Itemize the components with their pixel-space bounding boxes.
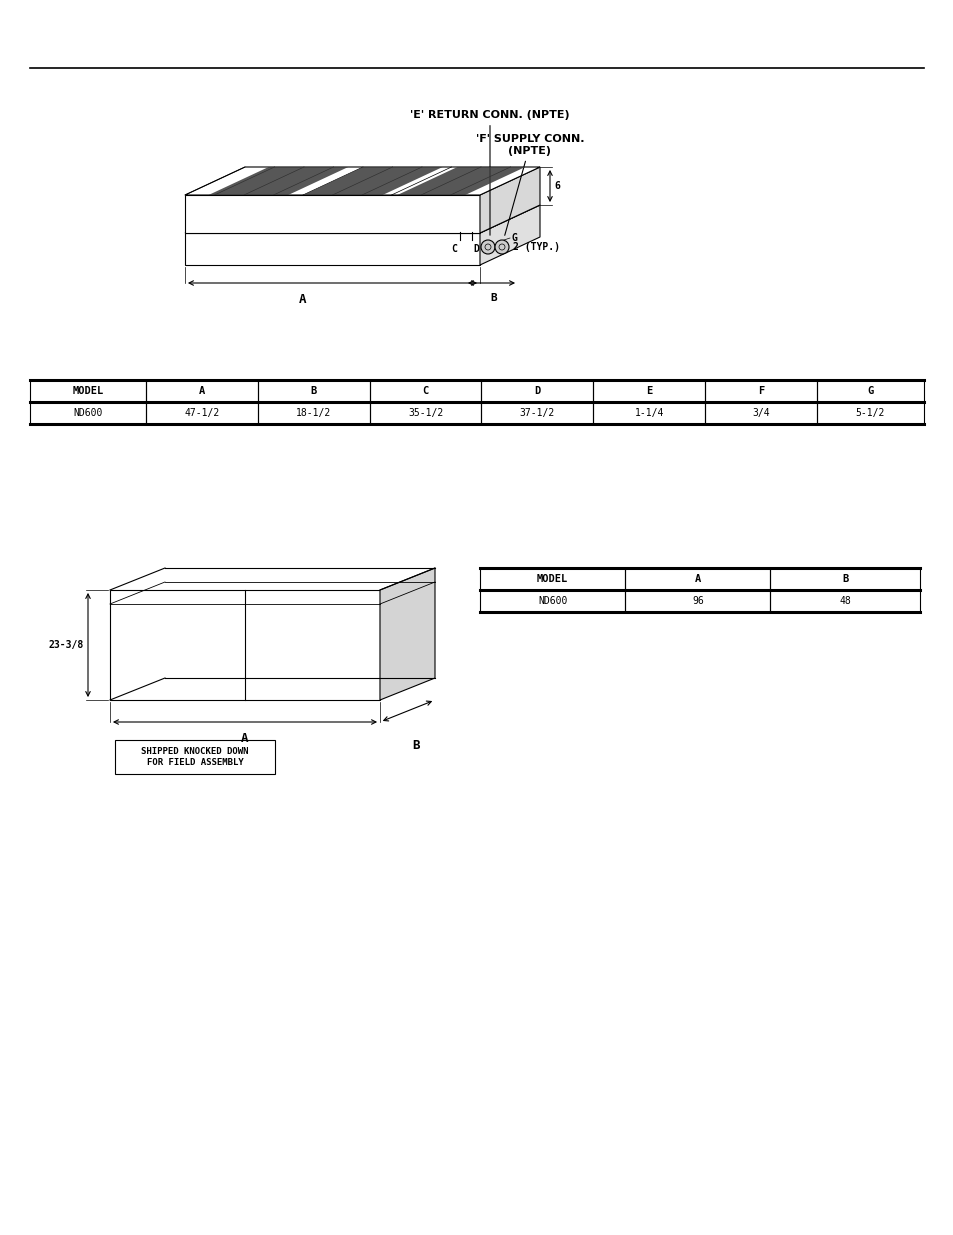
Text: G: G — [866, 387, 873, 396]
Text: A: A — [298, 293, 306, 306]
Bar — [770, 568, 919, 590]
Bar — [146, 403, 257, 424]
Text: 96: 96 — [691, 597, 703, 606]
Bar — [624, 568, 770, 590]
Polygon shape — [185, 233, 479, 266]
Text: A: A — [241, 732, 249, 745]
Text: 2 (TYP.): 2 (TYP.) — [513, 242, 559, 252]
Text: MODEL: MODEL — [72, 387, 104, 396]
Bar — [624, 590, 770, 613]
Bar — [816, 380, 923, 403]
Bar — [481, 380, 593, 403]
Bar — [257, 380, 370, 403]
Bar — [704, 380, 816, 403]
Bar — [479, 590, 624, 613]
Bar — [257, 403, 370, 424]
Bar — [146, 380, 257, 403]
Circle shape — [480, 240, 495, 254]
Text: D: D — [473, 245, 478, 254]
Bar — [30, 380, 146, 403]
Text: 'F' SUPPLY CONN.
(NPTE): 'F' SUPPLY CONN. (NPTE) — [476, 135, 583, 236]
Polygon shape — [185, 195, 479, 233]
Polygon shape — [397, 167, 525, 195]
Text: 18-1/2: 18-1/2 — [296, 408, 331, 417]
Bar — [816, 403, 923, 424]
Text: 3/4: 3/4 — [751, 408, 769, 417]
Text: F: F — [757, 387, 763, 396]
Text: 23-3/8: 23-3/8 — [49, 640, 84, 650]
Polygon shape — [379, 568, 435, 700]
Text: MODEL: MODEL — [537, 574, 568, 584]
Text: A: A — [199, 387, 205, 396]
Bar — [370, 403, 481, 424]
Bar — [481, 403, 593, 424]
Text: 5-1/2: 5-1/2 — [855, 408, 884, 417]
Polygon shape — [209, 167, 348, 195]
Text: D: D — [534, 387, 540, 396]
Text: B: B — [311, 387, 316, 396]
Polygon shape — [185, 205, 539, 233]
Bar — [593, 403, 704, 424]
Text: ND600: ND600 — [73, 408, 103, 417]
Bar — [30, 403, 146, 424]
Polygon shape — [479, 205, 539, 266]
Bar — [593, 380, 704, 403]
Text: 37-1/2: 37-1/2 — [519, 408, 555, 417]
Text: ND600: ND600 — [537, 597, 567, 606]
Bar — [115, 740, 274, 774]
Text: G: G — [512, 233, 517, 243]
Text: B: B — [412, 739, 419, 752]
Text: B: B — [841, 574, 847, 584]
Bar — [704, 403, 816, 424]
Text: 6: 6 — [554, 182, 559, 191]
Polygon shape — [303, 167, 442, 195]
Polygon shape — [185, 167, 539, 195]
Bar — [770, 590, 919, 613]
Text: A: A — [694, 574, 700, 584]
Polygon shape — [479, 167, 539, 233]
Bar — [370, 380, 481, 403]
Text: 47-1/2: 47-1/2 — [184, 408, 219, 417]
Text: 48: 48 — [839, 597, 850, 606]
Text: C: C — [451, 245, 456, 254]
Bar — [479, 568, 624, 590]
Circle shape — [495, 240, 509, 254]
Text: C: C — [422, 387, 428, 396]
Text: SHIPPED KNOCKED DOWN
FOR FIELD ASSEMBLY: SHIPPED KNOCKED DOWN FOR FIELD ASSEMBLY — [141, 747, 249, 767]
Text: E: E — [645, 387, 652, 396]
Polygon shape — [110, 590, 379, 700]
Text: 1-1/4: 1-1/4 — [634, 408, 663, 417]
Text: B: B — [490, 293, 497, 303]
Text: 'E' RETURN CONN. (NPTE): 'E' RETURN CONN. (NPTE) — [410, 110, 569, 235]
Text: 35-1/2: 35-1/2 — [408, 408, 443, 417]
